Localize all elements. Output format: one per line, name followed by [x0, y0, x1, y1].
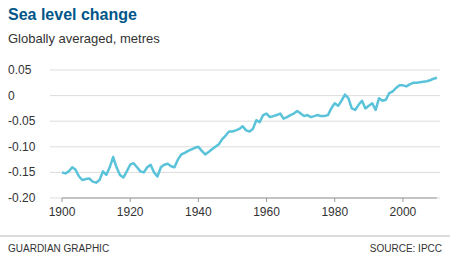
source: SOURCE: IPCC [370, 243, 442, 254]
y-tick-label: -0.15 [8, 165, 36, 179]
sea-level-line [62, 78, 437, 183]
x-tick-label: 1900 [49, 205, 76, 219]
x-tick [402, 198, 403, 202]
y-tick-label: -0.20 [8, 191, 36, 205]
grid-line [50, 198, 440, 199]
x-tick [198, 198, 199, 202]
x-tick-label: 1920 [117, 205, 144, 219]
x-tick [334, 198, 335, 202]
footer-rule [0, 236, 450, 237]
x-tick-label: 1960 [253, 205, 280, 219]
y-tick-label: -0.10 [8, 140, 36, 154]
subtitle: Globally averaged, metres [8, 31, 160, 46]
x-tick [130, 198, 131, 202]
title: Sea level change [8, 6, 137, 23]
y-tick-label: -0.05 [8, 114, 36, 128]
x-axis [62, 198, 437, 199]
x-tick-label: 2000 [390, 205, 417, 219]
x-tick-label: 1940 [185, 205, 212, 219]
y-tick-label: 0 [8, 89, 15, 103]
x-tick-label: 1980 [321, 205, 348, 219]
grid-line [50, 146, 440, 147]
plot-area [62, 78, 437, 183]
grid-line [50, 70, 440, 71]
x-tick [62, 198, 63, 202]
x-tick [266, 198, 267, 202]
y-tick-label: 0.05 [8, 63, 32, 77]
grid-line [50, 95, 440, 96]
grid-line [50, 121, 440, 122]
credit: GUARDIAN GRAPHIC [8, 243, 109, 254]
chart: Sea level change Globally averaged, metre… [0, 0, 450, 261]
